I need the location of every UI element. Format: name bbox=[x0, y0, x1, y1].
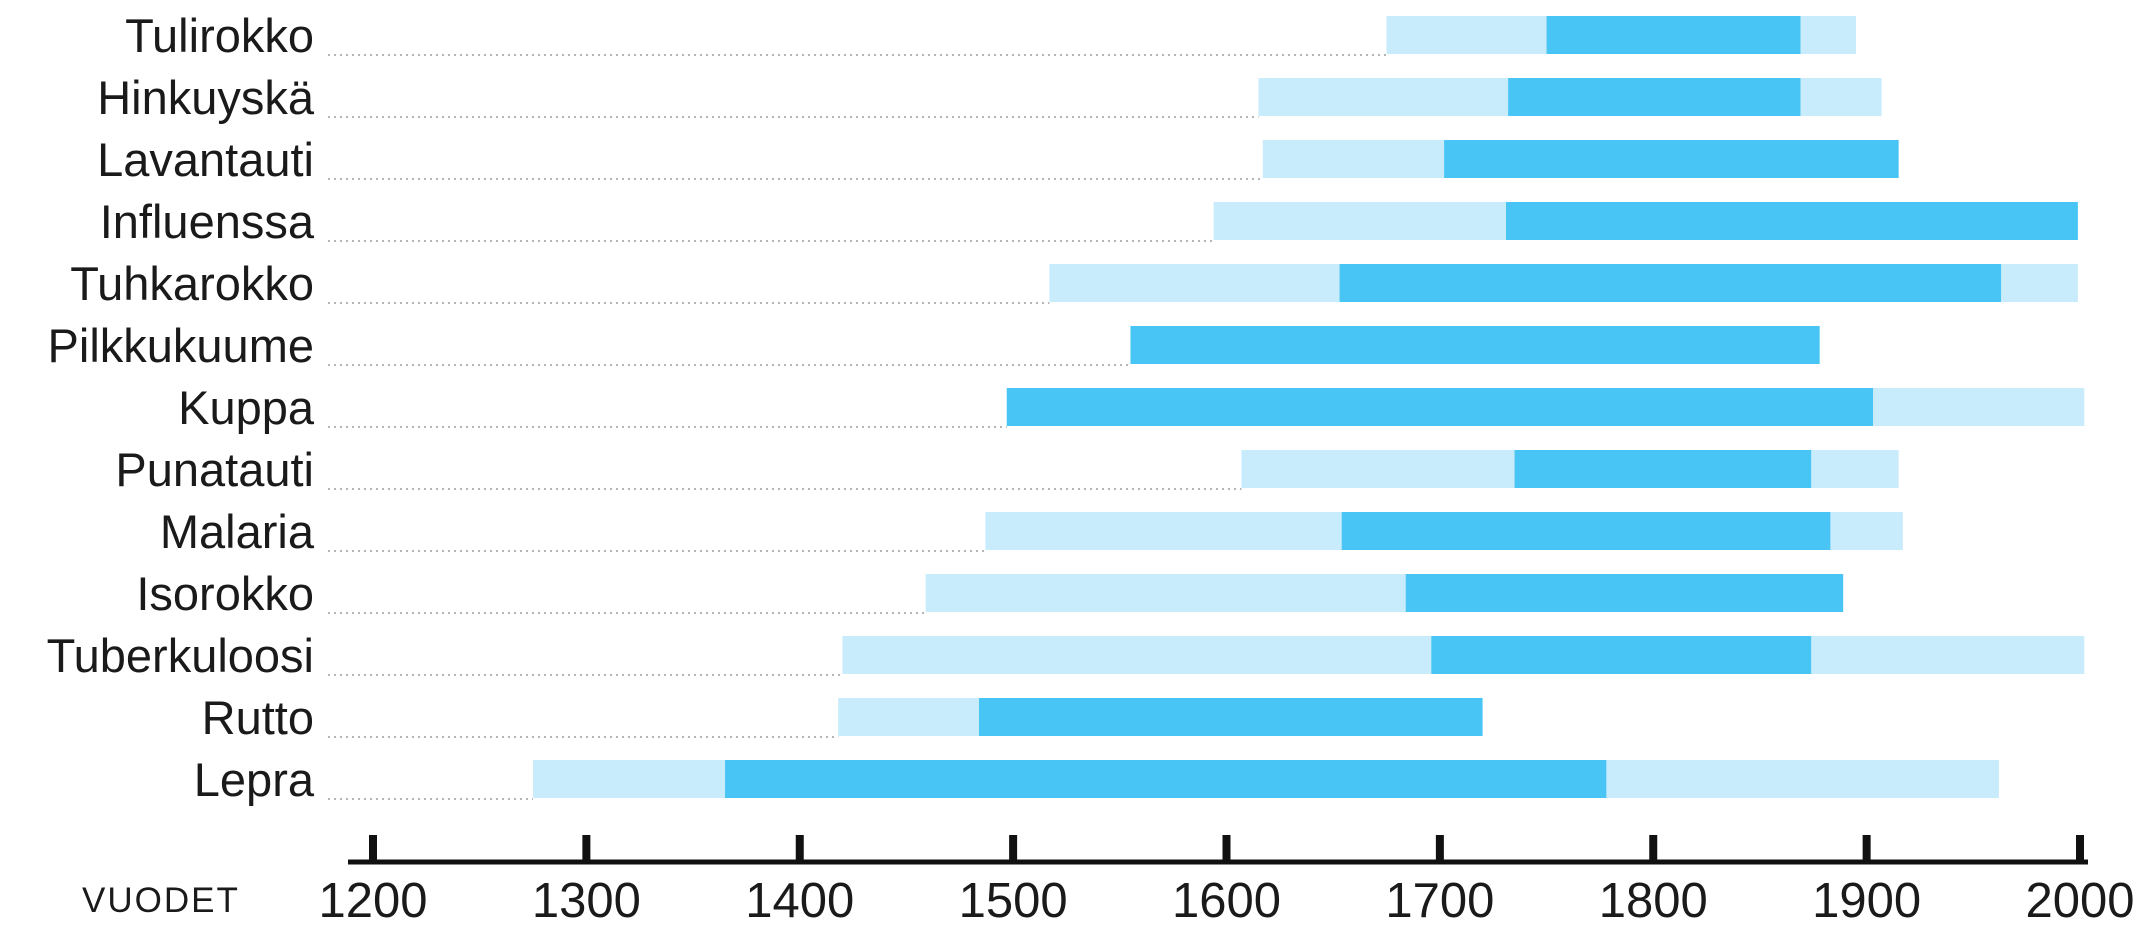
x-tick-label: 1200 bbox=[318, 874, 427, 927]
range-bar-dark bbox=[1339, 264, 2002, 302]
range-bar-dark bbox=[1130, 326, 1820, 364]
x-tick-label: 1700 bbox=[1385, 874, 1494, 927]
category-label: Lepra bbox=[194, 753, 315, 806]
x-tick-label: 1300 bbox=[532, 874, 641, 927]
category-label: Tuberkuloosi bbox=[47, 629, 314, 682]
range-bar-dark bbox=[1006, 388, 1874, 426]
range-bar-dark bbox=[1405, 574, 1844, 612]
category-label: Tulirokko bbox=[125, 9, 314, 62]
bars bbox=[533, 16, 2085, 798]
category-label: Malaria bbox=[160, 505, 315, 558]
range-bar-dark bbox=[1514, 450, 1812, 488]
x-tick-label: 1500 bbox=[959, 874, 1068, 927]
x-tick-label: 1800 bbox=[1599, 874, 1708, 927]
range-bar-light bbox=[1873, 388, 2085, 426]
x-tick-label: 2000 bbox=[2025, 874, 2134, 927]
x-axis-title: VUODET bbox=[82, 881, 240, 920]
range-bar-dark bbox=[1546, 16, 1801, 54]
x-tick-label: 1600 bbox=[1172, 874, 1281, 927]
x-tick-label: 1400 bbox=[745, 874, 854, 927]
range-bar-dark bbox=[1444, 140, 1899, 178]
range-bar-dark bbox=[1341, 512, 1831, 550]
category-label: Hinkuyskä bbox=[97, 71, 315, 124]
range-bar-dark bbox=[725, 760, 1607, 798]
category-label: Lavantauti bbox=[97, 133, 314, 186]
category-label: Pilkkukuume bbox=[48, 319, 314, 372]
range-bar-dark bbox=[1508, 78, 1801, 116]
category-label: Punatauti bbox=[115, 443, 314, 496]
category-label: Isorokko bbox=[136, 567, 314, 620]
category-labels: Tulirokko Hinkuyskä Lavantauti Influenssa Tu… bbox=[47, 9, 315, 806]
x-tick-label: 1900 bbox=[1812, 874, 1921, 927]
category-label: Influenssa bbox=[100, 195, 315, 248]
range-bar-dark bbox=[1431, 636, 1812, 674]
category-label: Tuhkarokko bbox=[70, 257, 314, 310]
x-axis: 1200 1300 1400 1500 1600 1700 1800 1900 2000 VUO… bbox=[82, 835, 2135, 928]
range-bar-dark bbox=[1506, 202, 2078, 240]
category-label: Rutto bbox=[202, 691, 314, 744]
range-bar-dark bbox=[978, 698, 1483, 736]
row-guide-lines bbox=[328, 54, 1387, 800]
category-label: Kuppa bbox=[178, 381, 315, 434]
x-axis-ticks: 1200 1300 1400 1500 1600 1700 1800 1900 2000 bbox=[318, 835, 2135, 928]
